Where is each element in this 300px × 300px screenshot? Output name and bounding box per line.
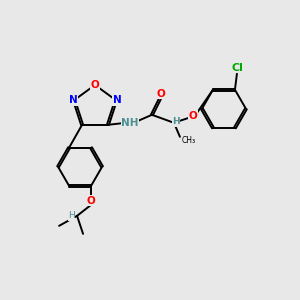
Text: N: N	[69, 95, 77, 105]
Text: CH₃: CH₃	[182, 136, 196, 145]
Text: H: H	[68, 212, 75, 220]
Text: O: O	[87, 196, 95, 206]
Text: N: N	[112, 95, 121, 105]
Text: NH: NH	[121, 118, 139, 128]
Text: O: O	[157, 89, 165, 99]
Text: O: O	[189, 111, 197, 121]
Text: Cl: Cl	[232, 63, 244, 73]
Text: H: H	[172, 117, 180, 126]
Text: O: O	[91, 80, 99, 90]
